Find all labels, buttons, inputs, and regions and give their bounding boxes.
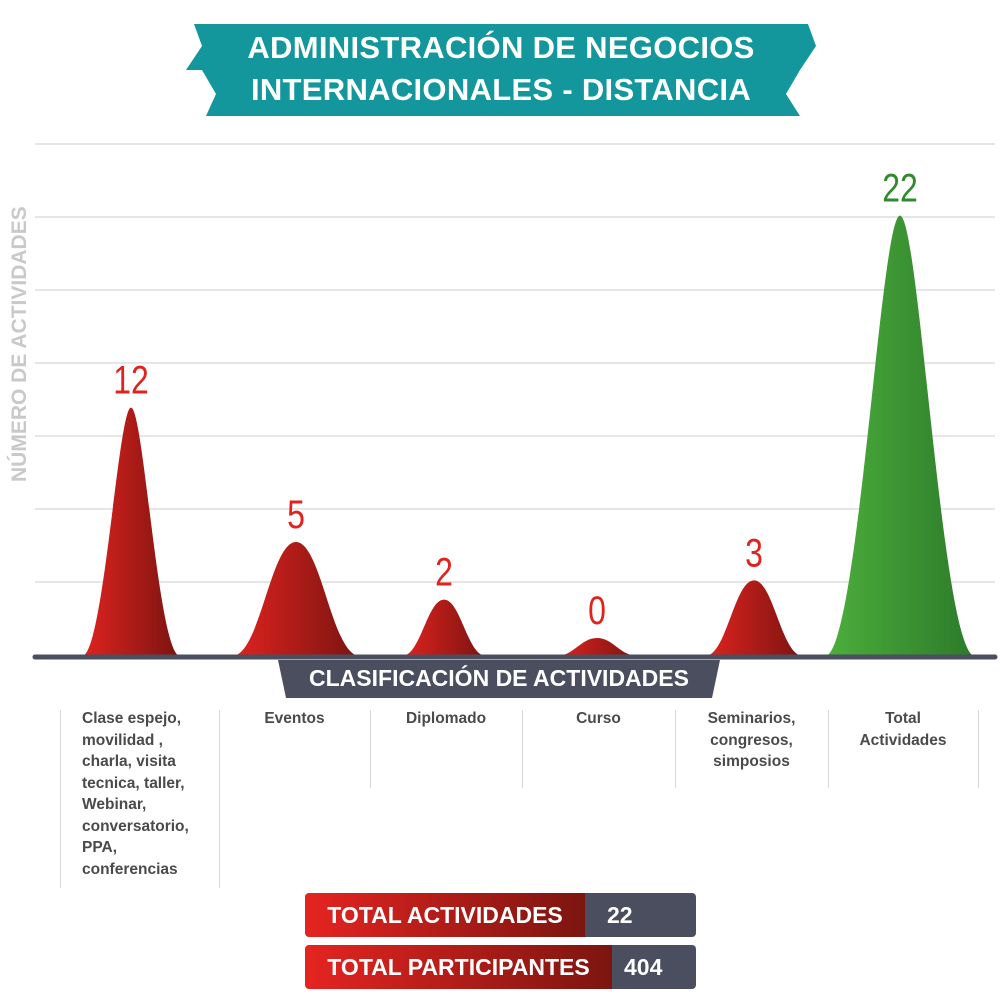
- title-line-1: ADMINISTRACIÓN DE NEGOCIOS: [247, 30, 755, 65]
- peak-2: [402, 599, 486, 656]
- value-label: 2: [435, 549, 453, 594]
- category-label-line: movilidad ,: [82, 731, 163, 749]
- column-divider: [675, 710, 676, 788]
- category-label: Curso: [522, 708, 675, 730]
- column-divider: [978, 710, 979, 788]
- peak-4: [705, 580, 803, 656]
- category-label-line: tecnica, taller,: [82, 774, 185, 792]
- category-label: Diplomado: [370, 708, 522, 730]
- peak-0: [82, 407, 180, 656]
- x-axis-title: CLASIFICACIÓN DE ACTIVIDADES: [278, 660, 720, 698]
- category-label-line: Diplomado: [405, 710, 487, 727]
- y-axis-label: NÚMERO DE ACTIVIDADES: [8, 206, 31, 482]
- total-participantes-label: TOTAL PARTICIPANTES: [305, 945, 612, 989]
- category-label-line: simposios: [713, 753, 790, 770]
- title-line-2: INTERNACIONALES - DISTANCIA: [250, 72, 752, 107]
- category-label-line: PPA,: [82, 839, 118, 856]
- x-axis-title-text: CLASIFICACIÓN DE ACTIVIDADES: [309, 665, 689, 691]
- column-divider: [828, 710, 829, 788]
- total-participantes-value: 404: [612, 945, 696, 989]
- category-label-line: Total: [885, 710, 921, 727]
- category-label-line: conversatorio,: [82, 817, 189, 835]
- banner-shape: [186, 24, 816, 116]
- value-label: 22: [882, 165, 918, 210]
- category-label: Seminarios, congresos, simposios: [675, 708, 828, 773]
- category-label: Total Actividades: [828, 708, 978, 751]
- category-label-line: Curso: [576, 710, 621, 727]
- column-divider: [370, 710, 371, 788]
- total-actividades-box: TOTAL ACTIVIDADES 22: [305, 893, 696, 937]
- category-label-line: conferencias: [82, 860, 178, 878]
- value-label: 12: [113, 357, 149, 402]
- value-label: 5: [287, 492, 305, 537]
- category-label: Eventos: [219, 708, 370, 730]
- value-label: 0: [588, 588, 606, 633]
- total-actividades-value: 22: [585, 893, 696, 937]
- peak-3: [556, 638, 638, 656]
- total-participantes-box: TOTAL PARTICIPANTES 404: [305, 945, 696, 989]
- category-label-line: Webinar,: [82, 796, 147, 813]
- column-divider: [219, 710, 220, 888]
- peak-1: [232, 542, 360, 656]
- chart-area: 12 5 2 0 3 22: [32, 143, 998, 660]
- total-actividades-label: TOTAL ACTIVIDADES: [305, 893, 585, 937]
- category-label-line: Seminarios,: [707, 710, 796, 727]
- category-label-line: Eventos: [264, 710, 325, 727]
- category-label-line: Actividades: [859, 731, 947, 749]
- category-label: Clase espejo, movilidad , charla, visita te…: [82, 708, 241, 880]
- column-divider: [522, 710, 523, 788]
- category-label-line: Clase espejo,: [82, 710, 182, 727]
- category-label-line: charla, visita: [82, 753, 176, 770]
- category-label-line: congresos,: [710, 731, 793, 749]
- column-divider: [60, 710, 61, 888]
- title-banner: ADMINISTRACIÓN DE NEGOCIOS INTERNACIONAL…: [186, 24, 816, 116]
- value-label: 3: [745, 530, 763, 575]
- peak-5: [825, 215, 975, 656]
